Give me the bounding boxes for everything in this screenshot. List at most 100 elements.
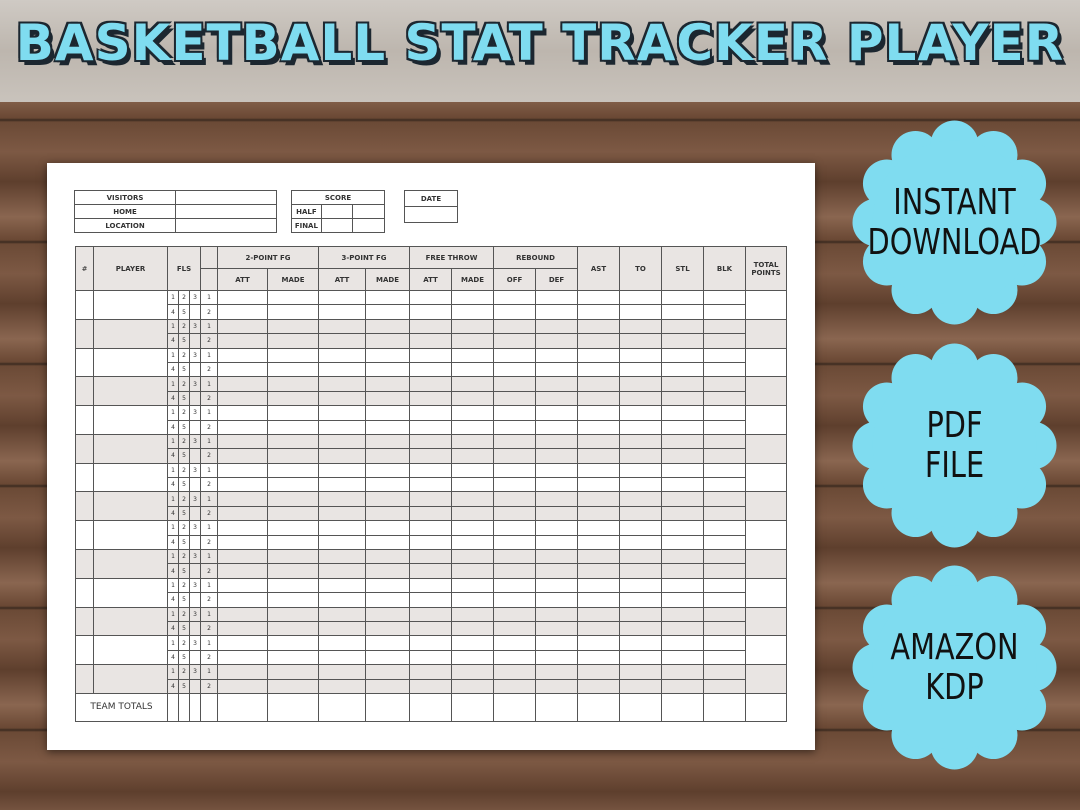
stat-cell[interactable]: [661, 361, 705, 378]
foul-box[interactable]: [188, 534, 202, 551]
player-name-cell[interactable]: [93, 520, 168, 551]
foul-box[interactable]: 2: [178, 491, 190, 507]
stat-cell[interactable]: [217, 620, 269, 637]
stat-cell[interactable]: [493, 664, 537, 680]
stat-cell[interactable]: [409, 549, 453, 565]
stat-cell[interactable]: [493, 390, 537, 407]
stat-cell[interactable]: [409, 664, 453, 680]
stat-cell[interactable]: [318, 376, 367, 392]
foul-box[interactable]: [188, 649, 202, 666]
stat-cell[interactable]: [661, 462, 705, 479]
stat-cell[interactable]: [577, 419, 621, 435]
stat-cell[interactable]: [267, 649, 320, 666]
stat-cell[interactable]: [267, 577, 320, 594]
stat-cell[interactable]: [577, 664, 621, 680]
stat-cell[interactable]: [217, 462, 269, 479]
stat-cell[interactable]: [267, 361, 320, 378]
stat-cell[interactable]: [619, 289, 663, 306]
stat-cell[interactable]: [365, 534, 411, 551]
stat-cell[interactable]: [451, 549, 495, 565]
foul-box[interactable]: 5: [178, 390, 190, 407]
stat-cell[interactable]: [703, 649, 747, 666]
stat-cell[interactable]: [535, 390, 579, 407]
stat-cell[interactable]: [619, 433, 663, 450]
stat-cell[interactable]: [619, 491, 663, 507]
foul-box[interactable]: [188, 505, 202, 522]
stat-cell[interactable]: [703, 664, 747, 680]
foul-box[interactable]: 5: [178, 361, 190, 378]
foul-box[interactable]: 4: [167, 678, 179, 694]
stat-cell[interactable]: [493, 549, 537, 565]
player-name-cell[interactable]: [93, 577, 168, 608]
stat-cell[interactable]: [451, 678, 495, 694]
stat-cell[interactable]: [577, 491, 621, 507]
stat-cell[interactable]: [703, 361, 747, 378]
foul-box[interactable]: 4: [167, 563, 179, 579]
stat-cell[interactable]: [217, 289, 269, 306]
number-cell[interactable]: [75, 462, 94, 493]
stat-cell[interactable]: [409, 289, 453, 306]
stat-cell[interactable]: [409, 592, 453, 608]
total-cell[interactable]: [451, 692, 495, 722]
stat-cell[interactable]: [577, 520, 621, 536]
stat-cell[interactable]: [365, 606, 411, 622]
stat-cell[interactable]: [409, 419, 453, 435]
foul-box[interactable]: 2: [178, 635, 190, 651]
stat-cell[interactable]: [451, 405, 495, 421]
stat-cell[interactable]: [451, 347, 495, 363]
foul-box[interactable]: 2: [178, 405, 190, 421]
stat-cell[interactable]: [535, 419, 579, 435]
stat-cell[interactable]: [217, 505, 269, 522]
stat-cell[interactable]: [318, 477, 367, 493]
stat-cell[interactable]: [619, 563, 663, 579]
number-cell[interactable]: [75, 347, 94, 378]
foul-box[interactable]: 1: [167, 405, 179, 421]
stat-cell[interactable]: [318, 405, 367, 421]
stat-cell[interactable]: [451, 376, 495, 392]
stat-cell[interactable]: [365, 448, 411, 464]
stat-cell[interactable]: [267, 534, 320, 551]
stat-cell[interactable]: [535, 549, 579, 565]
number-cell[interactable]: [75, 491, 94, 522]
stat-cell[interactable]: [493, 520, 537, 536]
stat-cell[interactable]: [661, 563, 705, 579]
stat-cell[interactable]: [661, 491, 705, 507]
stat-cell[interactable]: [619, 664, 663, 680]
foul-box[interactable]: 2: [178, 520, 190, 536]
stat-cell[interactable]: [267, 376, 320, 392]
stat-cell[interactable]: [409, 491, 453, 507]
stat-cell[interactable]: [661, 304, 705, 320]
foul-box[interactable]: 2: [178, 664, 190, 680]
total-points-cell[interactable]: [745, 405, 788, 435]
stat-cell[interactable]: [661, 606, 705, 622]
number-cell[interactable]: [75, 376, 94, 407]
stat-cell[interactable]: [318, 448, 367, 464]
stat-cell[interactable]: [267, 347, 320, 363]
stat-cell[interactable]: [318, 534, 367, 551]
stat-cell[interactable]: [318, 606, 367, 622]
stat-cell[interactable]: [493, 606, 537, 622]
stat-cell[interactable]: [318, 649, 367, 666]
stat-cell[interactable]: [318, 577, 367, 594]
total-cell[interactable]: [167, 692, 179, 722]
stat-cell[interactable]: [703, 592, 747, 608]
stat-cell[interactable]: [267, 678, 320, 694]
stat-cell[interactable]: [318, 462, 367, 479]
total-cell[interactable]: [619, 692, 663, 722]
stat-cell[interactable]: [619, 390, 663, 407]
foul-box[interactable]: 3: [188, 462, 202, 479]
stat-cell[interactable]: [535, 304, 579, 320]
stat-cell[interactable]: [619, 520, 663, 536]
stat-cell[interactable]: [535, 620, 579, 637]
stat-cell[interactable]: [619, 376, 663, 392]
foul-box[interactable]: 5: [178, 534, 190, 551]
stat-cell[interactable]: [318, 333, 367, 349]
foul-box[interactable]: 4: [167, 534, 179, 551]
stat-cell[interactable]: [365, 635, 411, 651]
total-cell[interactable]: [267, 692, 320, 722]
stat-cell[interactable]: [661, 620, 705, 637]
stat-cell[interactable]: [409, 347, 453, 363]
stat-cell[interactable]: [267, 563, 320, 579]
stat-cell[interactable]: [365, 361, 411, 378]
stat-cell[interactable]: [451, 477, 495, 493]
